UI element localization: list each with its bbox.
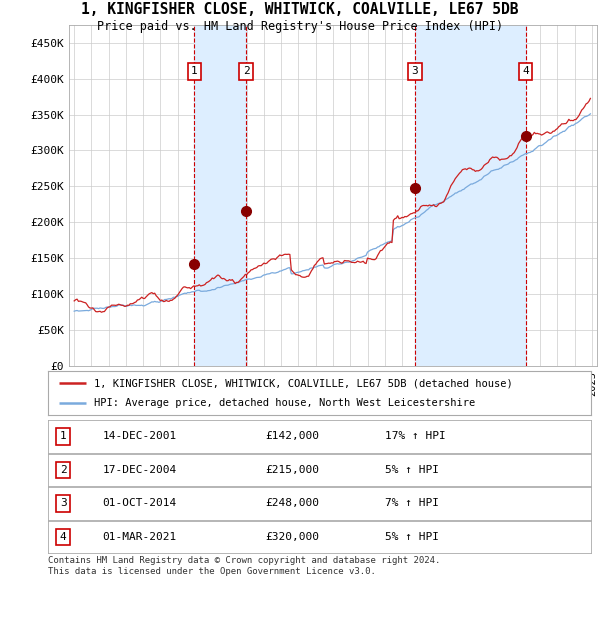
Text: 3: 3 xyxy=(60,498,67,508)
Text: £215,000: £215,000 xyxy=(265,465,319,475)
Text: 2: 2 xyxy=(60,465,67,475)
Text: 7% ↑ HPI: 7% ↑ HPI xyxy=(385,498,439,508)
Text: £142,000: £142,000 xyxy=(265,432,319,441)
Bar xyxy=(194,25,246,366)
Text: 4: 4 xyxy=(523,66,529,76)
Text: 2: 2 xyxy=(242,66,250,76)
Text: HPI: Average price, detached house, North West Leicestershire: HPI: Average price, detached house, Nort… xyxy=(94,398,475,408)
Text: Price paid vs. HM Land Registry's House Price Index (HPI): Price paid vs. HM Land Registry's House … xyxy=(97,20,503,33)
Text: £248,000: £248,000 xyxy=(265,498,319,508)
Text: 5% ↑ HPI: 5% ↑ HPI xyxy=(385,532,439,542)
Bar xyxy=(415,25,526,366)
Text: 4: 4 xyxy=(60,532,67,542)
Text: 1, KINGFISHER CLOSE, WHITWICK, COALVILLE, LE67 5DB: 1, KINGFISHER CLOSE, WHITWICK, COALVILLE… xyxy=(81,2,519,17)
Text: 1: 1 xyxy=(191,66,197,76)
Text: 01-OCT-2014: 01-OCT-2014 xyxy=(103,498,176,508)
Text: 17% ↑ HPI: 17% ↑ HPI xyxy=(385,432,445,441)
Text: 3: 3 xyxy=(412,66,418,76)
Text: 1: 1 xyxy=(60,432,67,441)
Text: 17-DEC-2004: 17-DEC-2004 xyxy=(103,465,176,475)
Text: 5% ↑ HPI: 5% ↑ HPI xyxy=(385,465,439,475)
Text: 1, KINGFISHER CLOSE, WHITWICK, COALVILLE, LE67 5DB (detached house): 1, KINGFISHER CLOSE, WHITWICK, COALVILLE… xyxy=(94,378,513,388)
Text: Contains HM Land Registry data © Crown copyright and database right 2024.
This d: Contains HM Land Registry data © Crown c… xyxy=(48,556,440,575)
Text: 01-MAR-2021: 01-MAR-2021 xyxy=(103,532,176,542)
Text: 14-DEC-2001: 14-DEC-2001 xyxy=(103,432,176,441)
Text: £320,000: £320,000 xyxy=(265,532,319,542)
